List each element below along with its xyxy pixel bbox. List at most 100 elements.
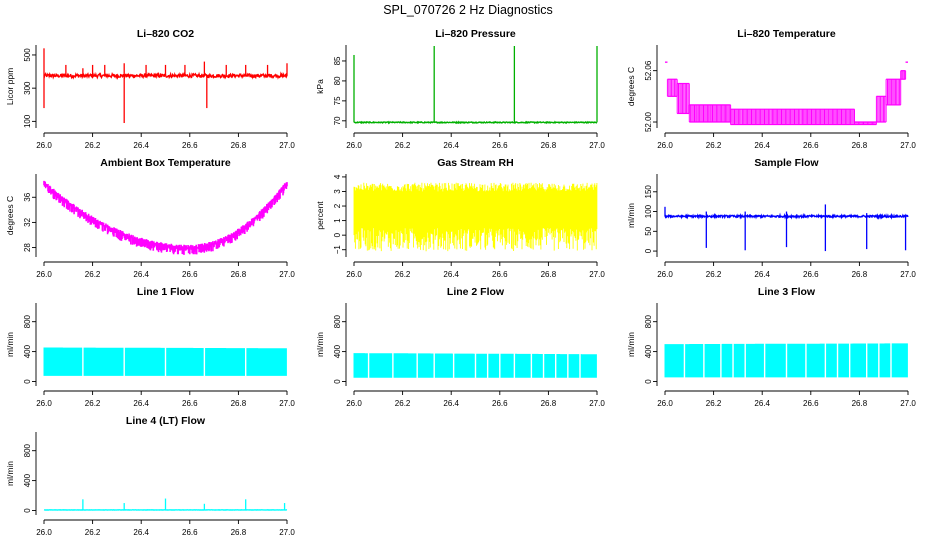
chart-gas-rh: Gas Stream RH 26.0 26.2 26.4 26.6 26.8 27.0 −1 0… [315, 157, 605, 279]
x-tick-label: 26.0 [657, 141, 673, 150]
series-trace [664, 204, 909, 252]
y-tick-label: 52.06 [644, 60, 653, 81]
x-tick-label: 26.0 [346, 270, 362, 279]
series-line [353, 120, 597, 125]
y-tick-label: 75 [333, 96, 342, 105]
x-tick-label: 26.2 [85, 528, 101, 537]
y-tick-label: 0 [333, 379, 342, 384]
x-tick-label: 26.8 [231, 399, 247, 408]
series-trace [664, 341, 908, 379]
x-tick-label: 26.6 [803, 270, 819, 279]
x-tick-label: 26.4 [443, 141, 459, 150]
chart-licor-temp: Li–820 Temperature 26.0 26.2 26.4 26.6 26.8 27… [626, 28, 916, 150]
series-trace [353, 350, 597, 379]
x-tick-label: 27.0 [279, 270, 295, 279]
chart-title: Li–820 CO2 [137, 28, 194, 40]
y-tick-label: 100 [644, 204, 653, 218]
y-axis-label: ml/min [5, 461, 15, 486]
x-tick-label: 26.6 [182, 528, 198, 537]
y-tick-label: 800 [333, 314, 342, 328]
y-tick-label: 80 [333, 76, 342, 85]
x-tick-label: 26.8 [852, 141, 868, 150]
x-tick-label: 26.0 [36, 270, 52, 279]
x-tick-label: 26.0 [36, 399, 52, 408]
x-tick-label: 26.6 [492, 270, 508, 279]
x-tick-label: 26.2 [395, 141, 411, 150]
x-tick-label: 26.8 [541, 141, 557, 150]
x-tick-label: 26.8 [541, 399, 557, 408]
series-line [43, 180, 288, 255]
y-tick-label: 0 [644, 248, 653, 253]
chart-line4-flow: Line 4 (LT) Flow 26.0 26.2 26.4 26.6 26.8 27.0… [5, 415, 295, 537]
y-tick-label: 52.00 [644, 111, 653, 132]
y-axis-label: Licor ppm [5, 68, 15, 105]
x-tick-label: 26.4 [133, 399, 149, 408]
x-tick-label: 26.6 [492, 141, 508, 150]
x-tick-label: 26.2 [706, 399, 722, 408]
y-tick-label: 0 [23, 379, 32, 384]
x-tick-label: 26.6 [803, 399, 819, 408]
series-band [353, 182, 598, 252]
x-tick-label: 27.0 [279, 528, 295, 537]
series-trace [43, 345, 287, 377]
x-tick-label: 26.0 [36, 141, 52, 150]
chart-pressure: Li–820 Pressure 26.0 26.2 26.4 26.6 26.8 27.0 7… [315, 28, 605, 150]
y-tick-label: 400 [644, 344, 653, 358]
x-tick-label: 26.8 [852, 399, 868, 408]
y-tick-label: 36 [23, 192, 32, 201]
y-tick-label: 0 [644, 379, 653, 384]
chart-co2: Li–820 CO2 26.0 26.2 26.4 26.6 26.8 27.0 100 300… [5, 28, 295, 150]
y-tick-label: 100 [23, 114, 32, 128]
x-tick-label: 27.0 [279, 399, 295, 408]
x-tick-label: 26.2 [85, 399, 101, 408]
step-band [885, 79, 902, 105]
series-trace [353, 46, 598, 125]
y-tick-label: 400 [23, 344, 32, 358]
x-tick-label: 26.4 [443, 270, 459, 279]
y-tick-label: 85 [333, 56, 342, 65]
y-tick-label: 500 [23, 48, 32, 62]
x-tick-label: 26.2 [706, 270, 722, 279]
y-axis-label: ml/min [626, 203, 636, 228]
x-tick-label: 26.8 [231, 528, 247, 537]
step-band [854, 122, 877, 125]
chart-title: Sample Flow [754, 157, 819, 169]
x-tick-label: 26.4 [443, 399, 459, 408]
chart-ambient-temp: Ambient Box Temperature 26.0 26.2 26.4 26.6 2… [5, 157, 295, 279]
chart-line1-flow: Line 1 Flow 26.0 26.2 26.4 26.6 26.8 27.0 0 400 8… [5, 286, 295, 408]
y-axis-label: degrees C [626, 67, 636, 106]
series-trace [43, 180, 288, 255]
x-tick-label: 26.0 [657, 270, 673, 279]
x-tick-label: 27.0 [900, 399, 916, 408]
y-tick-label: 3 [333, 189, 342, 194]
x-tick-label: 27.0 [589, 270, 605, 279]
step-band [666, 79, 678, 97]
figure-title: SPL_070726 2 Hz Diagnostics [383, 3, 553, 17]
step-band [688, 104, 732, 122]
x-tick-label: 26.6 [182, 399, 198, 408]
chart-title: Li–820 Pressure [435, 28, 516, 40]
y-tick-label: −1 [333, 245, 342, 255]
x-tick-label: 27.0 [279, 141, 295, 150]
y-axis-label: ml/min [315, 332, 325, 357]
x-tick-label: 26.4 [754, 399, 770, 408]
x-tick-label: 26.6 [182, 141, 198, 150]
series-trace [665, 61, 908, 126]
x-tick-label: 26.0 [346, 399, 362, 408]
y-tick-label: 150 [644, 185, 653, 199]
x-tick-label: 27.0 [589, 399, 605, 408]
chart-title: Line 4 (LT) Flow [126, 415, 206, 427]
chart-title: Gas Stream RH [437, 157, 513, 169]
y-tick-label: 50 [644, 226, 653, 235]
x-tick-label: 26.2 [706, 141, 722, 150]
chart-title: Ambient Box Temperature [100, 157, 231, 169]
y-tick-label: 2 [333, 203, 342, 208]
x-tick-label: 26.0 [346, 141, 362, 150]
x-tick-label: 26.6 [182, 270, 198, 279]
series-trace [353, 182, 598, 252]
x-tick-label: 27.0 [900, 270, 916, 279]
y-tick-label: 4 [333, 174, 342, 179]
x-tick-label: 26.4 [754, 270, 770, 279]
x-tick-label: 26.4 [133, 141, 149, 150]
